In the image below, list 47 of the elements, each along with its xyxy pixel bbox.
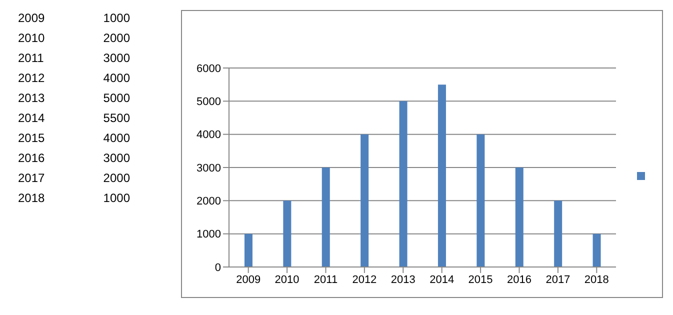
bar: [244, 234, 252, 267]
bar: [322, 168, 330, 267]
bar: [476, 134, 485, 267]
text: 3000: [102, 150, 131, 167]
y-tick-label: 3000: [196, 162, 221, 174]
x-tick-label: 2018: [584, 274, 609, 286]
x-tick-label: 2017: [546, 274, 570, 286]
text: 2013: [17, 90, 46, 107]
x-tick-label: 2012: [352, 274, 377, 286]
text: 2009: [17, 10, 46, 27]
text: 2000: [102, 170, 131, 187]
text: 5500: [102, 110, 131, 127]
text: 2016: [17, 150, 46, 167]
bar: [360, 134, 369, 267]
bar: [554, 200, 562, 267]
bar: [515, 168, 524, 267]
x-tick-label: 2013: [390, 274, 416, 286]
text: 1000: [102, 190, 131, 207]
text: 2014: [17, 110, 46, 127]
x-tick-label: 2011: [314, 274, 338, 286]
x-tick-label: 2014: [430, 274, 454, 286]
y-tick-label: 4000: [196, 129, 221, 142]
text: 2011: [17, 50, 45, 67]
x-tick-label: 2016: [507, 274, 532, 286]
text: 4000: [102, 70, 131, 87]
bar: [438, 84, 446, 267]
x-tick-label: 2009: [236, 274, 261, 286]
bar: [399, 101, 408, 267]
text: 4000: [102, 130, 131, 147]
bar: [592, 234, 601, 267]
text: 2015: [17, 130, 46, 147]
text: 2012: [17, 70, 46, 87]
bar: [283, 200, 292, 267]
y-tick-label: 6000: [196, 62, 221, 75]
text: 5000: [102, 90, 131, 107]
text: 2018: [17, 190, 46, 207]
text: 2010: [17, 30, 46, 47]
x-tick-label: 2010: [274, 274, 300, 286]
y-tick-label: 1000: [196, 228, 221, 241]
text: 1000: [102, 10, 131, 27]
y-tick-label: 0: [214, 262, 221, 274]
y-tick-label: 2000: [196, 196, 221, 208]
x-tick-label: 2015: [468, 274, 493, 286]
y-tick-label: 5000: [196, 96, 221, 108]
text: 2017: [17, 170, 46, 187]
text: 3000: [102, 50, 131, 67]
text: 2000: [102, 30, 131, 47]
